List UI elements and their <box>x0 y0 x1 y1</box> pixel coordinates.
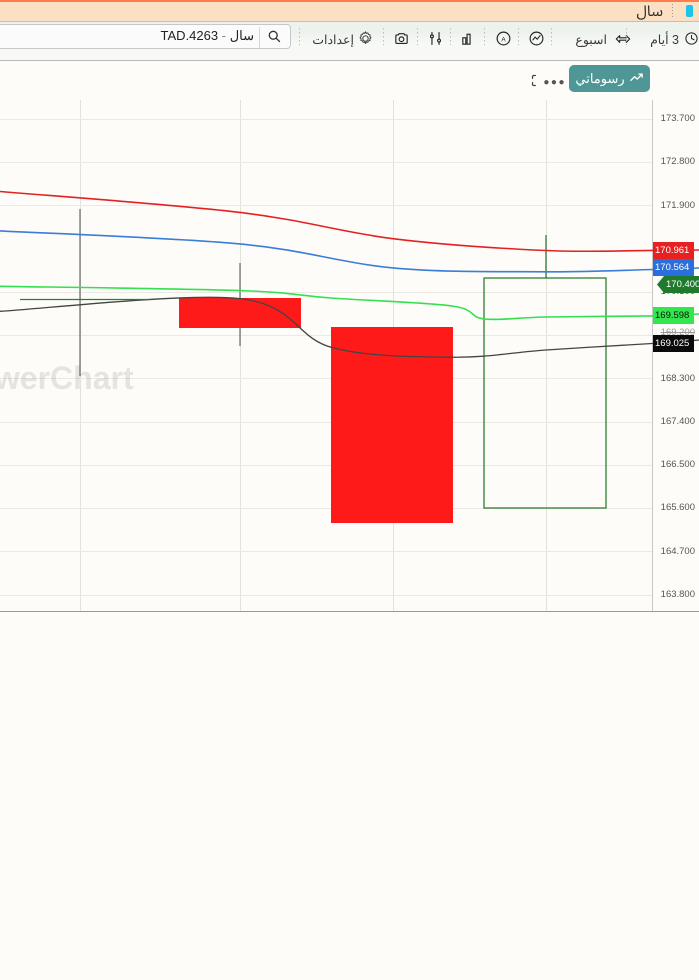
svg-text:A: A <box>501 36 506 43</box>
